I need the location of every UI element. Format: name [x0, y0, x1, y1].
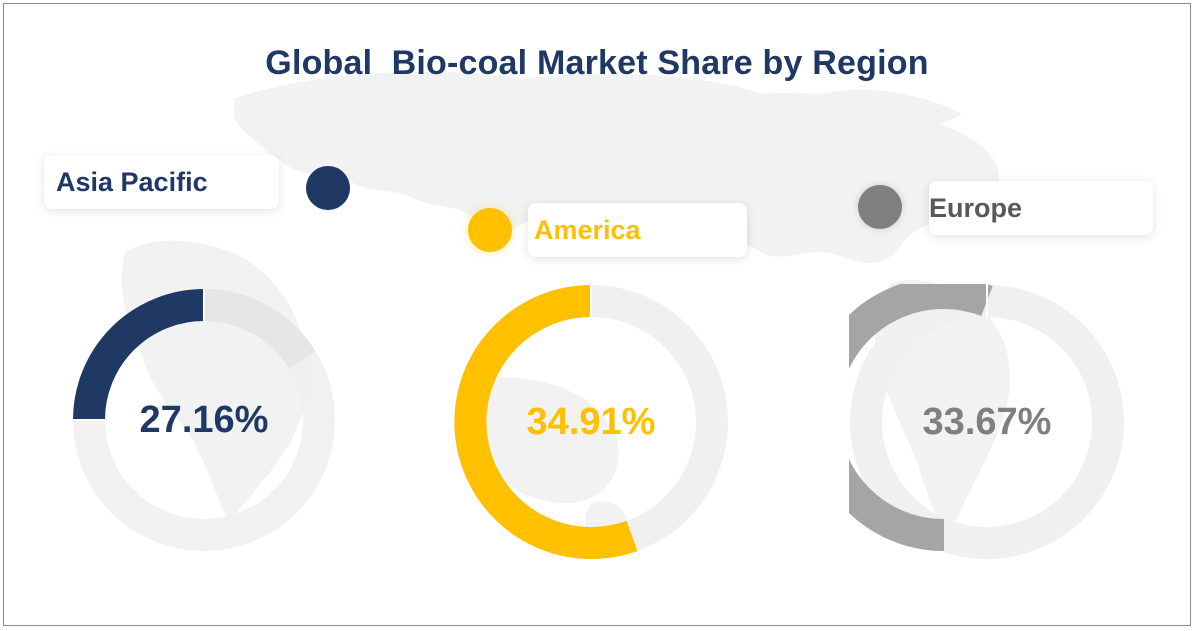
legend-label-asia-pacific: Asia Pacific	[56, 166, 208, 197]
legend-card-asia-pacific: Asia Pacific	[44, 155, 279, 209]
legend-label-europe: Europe	[929, 192, 1023, 223]
donut-ring-asia-pacific	[72, 288, 335, 551]
value-asia-pacific: 27.16%	[139, 398, 269, 441]
donut-america: 34.91%	[453, 284, 729, 560]
legend-dot-europe	[858, 185, 902, 229]
legend-label-america: America	[534, 214, 641, 245]
donut-asia-pacific: 27.16%	[72, 288, 336, 552]
infographic-frame: Global Bio-coal Market Share by Region A…	[3, 3, 1191, 626]
legend-dot-america	[468, 208, 512, 252]
legend-card-europe: Europe	[929, 181, 1153, 235]
legend-card-america: America	[528, 203, 747, 257]
donut-europe: 33.67%	[806, 277, 1125, 560]
legend-dot-asia-pacific	[306, 166, 350, 210]
chart-title: Global Bio-coal Market Share by Region	[265, 44, 929, 82]
donut-ring-america	[454, 284, 728, 559]
value-europe: 33.67%	[922, 400, 1052, 443]
value-america: 34.91%	[526, 400, 656, 443]
